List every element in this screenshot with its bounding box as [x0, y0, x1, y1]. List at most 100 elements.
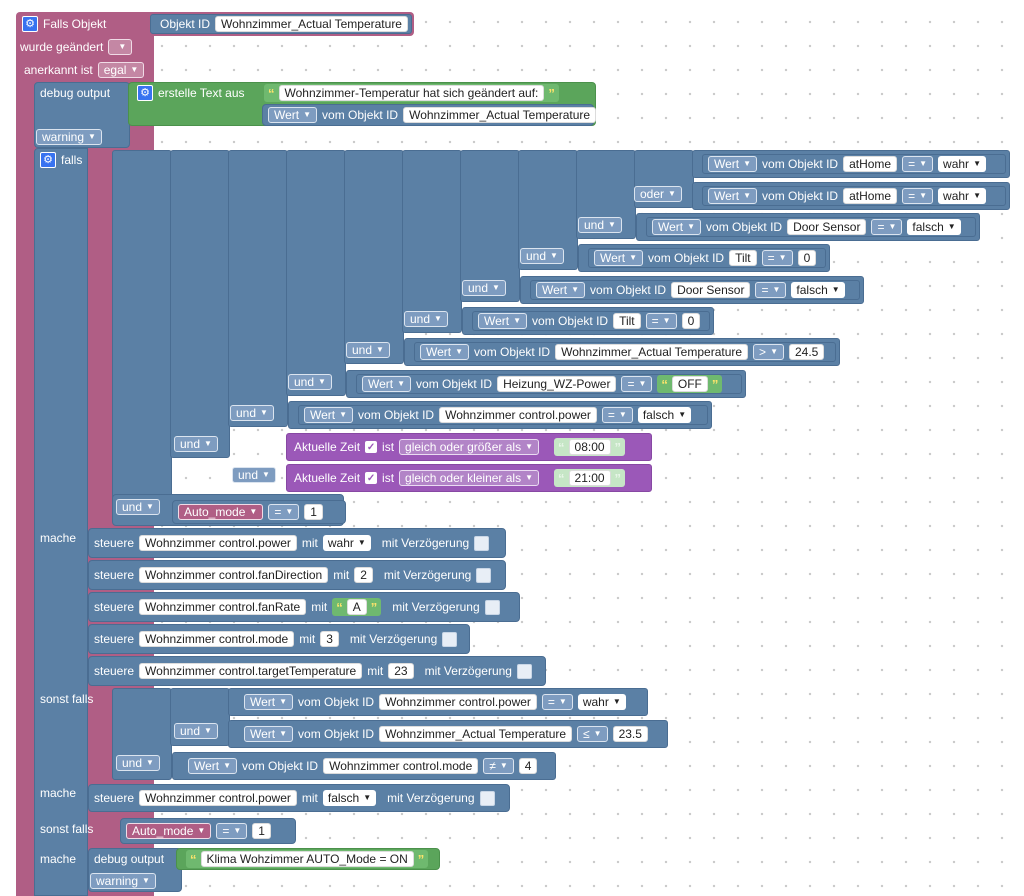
gear-icon[interactable]: ⚙ — [40, 152, 56, 168]
mache2-value-dropdown[interactable]: falsch ▼ — [322, 790, 377, 806]
wurde-dropdown[interactable]: ▼ — [108, 39, 133, 55]
op-dropdown[interactable]: und ▼ — [230, 405, 274, 421]
value-dropdown[interactable]: falsch ▼ — [637, 407, 692, 423]
und-container-block[interactable] — [112, 150, 172, 520]
delay-checkbox[interactable] — [479, 790, 495, 806]
compare-dropdown[interactable]: = ▼ — [761, 250, 793, 266]
und-container-block[interactable] — [460, 150, 520, 302]
und-container-block[interactable] — [170, 150, 230, 458]
value-number[interactable]: 23 — [388, 663, 414, 679]
object-id-field[interactable]: Wohnzimmer control.mode — [323, 758, 479, 774]
time-mode-dropdown[interactable]: gleich oder kleiner als ▼ — [399, 470, 540, 486]
op-dropdown[interactable]: oder ▼ — [634, 186, 682, 202]
auto-val-field[interactable]: 1 — [304, 504, 323, 520]
compare-dropdown[interactable]: = ▼ — [601, 407, 633, 423]
debug-level-dropdown[interactable]: warning ▼ — [36, 129, 102, 145]
value-text-field[interactable]: OFF — [671, 376, 708, 392]
object-id-field[interactable]: Wohnzimmer_Actual Temperature — [555, 344, 749, 360]
op-dropdown[interactable]: und ▼ — [232, 467, 276, 483]
delay-checkbox[interactable] — [442, 631, 458, 647]
check-icon[interactable]: ✓ — [365, 472, 378, 484]
steuere-object-field[interactable]: Wohnzimmer control.targetTemperature — [139, 663, 363, 679]
delay-checkbox[interactable] — [484, 599, 500, 615]
op-dropdown[interactable]: und ▼ — [520, 248, 564, 264]
compare-dropdown[interactable]: = ▼ — [541, 694, 573, 710]
wert-dropdown[interactable]: Wert ▼ — [420, 344, 470, 360]
compare-dropdown[interactable]: = ▼ — [871, 219, 903, 235]
und-container-block[interactable] — [402, 150, 462, 333]
value-dropdown[interactable]: wahr ▼ — [938, 188, 986, 204]
auto-cmp-dropdown[interactable]: = ▼ — [268, 504, 300, 520]
value-dropdown[interactable]: wahr ▼ — [577, 694, 626, 710]
time-field[interactable]: 08:00 — [568, 439, 611, 455]
compare-dropdown[interactable]: = ▼ — [621, 376, 653, 392]
auto-var-dropdown[interactable]: Auto_mode ▼ — [178, 504, 264, 520]
op-dropdown[interactable]: und ▼ — [404, 311, 448, 327]
time-field[interactable]: 21:00 — [568, 470, 611, 486]
und-container-block[interactable] — [286, 150, 346, 396]
value-dropdown[interactable]: falsch ▼ — [791, 282, 845, 298]
value-number[interactable]: 0 — [797, 250, 817, 266]
wert-dropdown[interactable]: Wert ▼ — [652, 219, 702, 235]
objekt-id-field[interactable]: Wohnzimmer_Actual Temperature — [215, 16, 408, 32]
op-dropdown[interactable]: und ▼ — [174, 723, 218, 739]
compare-dropdown[interactable]: = ▼ — [645, 313, 677, 329]
value-number[interactable]: 3 — [320, 631, 339, 647]
wert-dropdown[interactable]: Wert ▼ — [594, 250, 644, 266]
object-id-field[interactable]: Door Sensor — [787, 219, 867, 235]
steuere-object-field[interactable]: Wohnzimmer control.fanRate — [139, 599, 307, 615]
object-id-field[interactable]: atHome — [843, 188, 898, 204]
object-id-field[interactable]: Tilt — [729, 250, 757, 266]
wert-dropdown[interactable]: Wert ▼ — [362, 376, 412, 392]
delay-checkbox[interactable] — [516, 663, 532, 679]
value-dropdown[interactable]: wahr ▼ — [322, 535, 371, 551]
anerkannt-dropdown[interactable]: egal ▼ — [97, 62, 145, 78]
wert-dropdown[interactable]: Wert ▼ — [478, 313, 528, 329]
wert-dropdown[interactable]: Wert ▼ — [244, 694, 294, 710]
compare-dropdown[interactable]: = ▼ — [902, 156, 934, 172]
value-number[interactable]: 2 — [354, 567, 373, 583]
value-number[interactable]: 4 — [518, 758, 538, 774]
value-dropdown[interactable]: falsch ▼ — [907, 219, 961, 235]
object-id-field[interactable]: Wohnzimmer control.power — [379, 694, 537, 710]
object-id-field[interactable]: Door Sensor — [671, 282, 751, 298]
gear-icon[interactable]: ⚙ — [137, 85, 153, 101]
value-number[interactable]: 24.5 — [788, 344, 825, 360]
sonst2-var-dropdown[interactable]: Auto_mode ▼ — [126, 823, 212, 839]
steuere-object-field[interactable]: Wohnzimmer control.mode — [139, 631, 295, 647]
compare-dropdown[interactable]: > ▼ — [753, 344, 784, 360]
time-mode-dropdown[interactable]: gleich oder größer als ▼ — [399, 439, 540, 455]
op-dropdown[interactable]: und ▼ — [578, 217, 622, 233]
op-dropdown[interactable]: und ▼ — [174, 436, 218, 452]
debug2-level-dropdown[interactable]: warning ▼ — [90, 873, 156, 889]
object-id-field[interactable]: atHome — [843, 156, 898, 172]
op-dropdown[interactable]: und ▼ — [288, 374, 332, 390]
op-dropdown[interactable]: und ▼ — [462, 280, 506, 296]
wert-dropdown[interactable]: Wert ▼ — [244, 726, 294, 742]
falls-block[interactable] — [34, 148, 88, 896]
und-container-block[interactable] — [228, 150, 288, 427]
object-id-field[interactable]: Wohnzimmer_Actual Temperature — [379, 726, 573, 742]
sonst2-cmp-dropdown[interactable]: = ▼ — [216, 823, 248, 839]
und-container-block[interactable] — [344, 150, 404, 364]
value-text-field[interactable]: A — [346, 599, 367, 615]
compare-dropdown[interactable]: = ▼ — [755, 282, 787, 298]
delay-checkbox[interactable] — [474, 535, 490, 551]
check-icon[interactable]: ✓ — [365, 441, 378, 453]
steuere-object-field[interactable]: Wohnzimmer control.power — [139, 535, 297, 551]
value-number[interactable]: 0 — [681, 313, 701, 329]
delay-checkbox[interactable] — [476, 567, 492, 583]
steuere-object-field[interactable]: Wohnzimmer control.power — [139, 790, 297, 806]
compare-dropdown[interactable]: ≤ ▼ — [577, 726, 608, 742]
wert-dropdown[interactable]: Wert ▼ — [536, 282, 586, 298]
auto-op-dropdown[interactable]: und ▼ — [116, 499, 160, 515]
wert-dropdown[interactable]: Wert ▼ — [188, 758, 238, 774]
value-number[interactable]: 23.5 — [612, 726, 648, 742]
wert-dropdown[interactable]: Wert ▼ — [304, 407, 354, 423]
object-id-field[interactable]: Wohnzimmer control.power — [439, 407, 597, 423]
op-dropdown[interactable]: und ▼ — [346, 342, 390, 358]
objekt-field[interactable]: Wohnzimmer_Actual Temperature — [403, 107, 597, 123]
wert-dropdown[interactable]: Wert ▼ — [708, 188, 758, 204]
text1-field[interactable]: Wohnzimmer-Temperatur hat sich geändert … — [278, 85, 545, 101]
wert-dropdown[interactable]: Wert ▼ — [708, 156, 758, 172]
